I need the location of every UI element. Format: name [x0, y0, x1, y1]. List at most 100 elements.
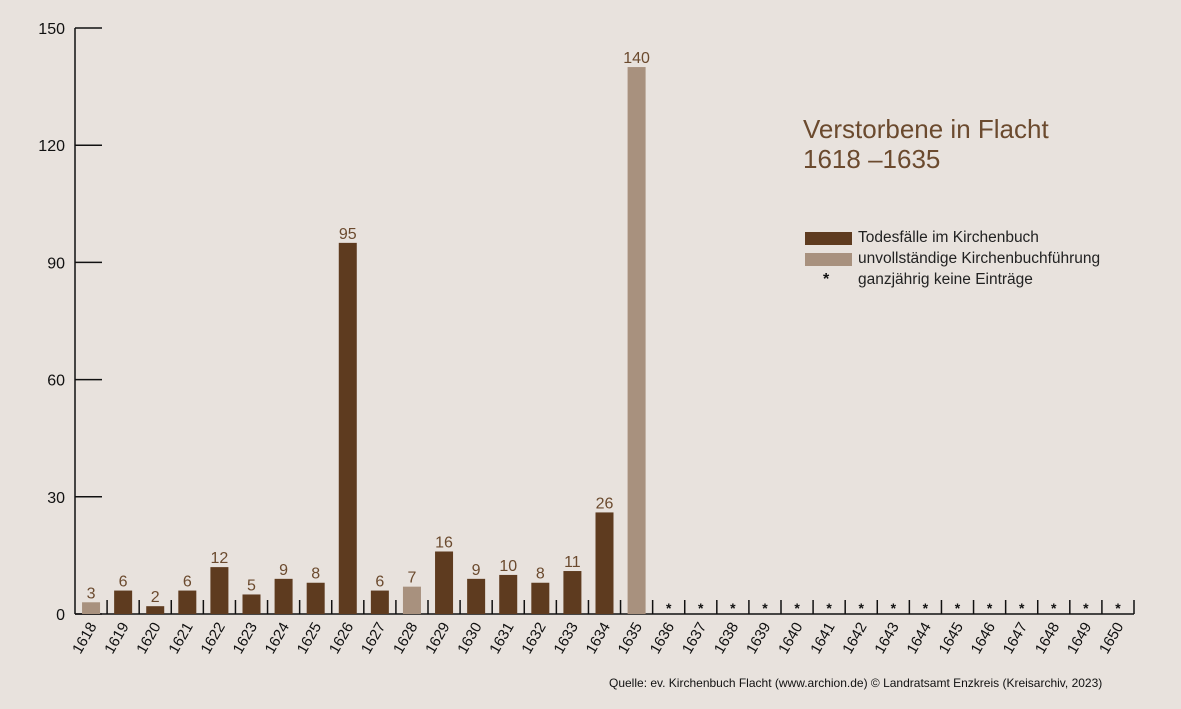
data-label-1633: 11 — [564, 554, 581, 571]
data-label-1623: 5 — [247, 577, 256, 594]
no-entry-marker-1642: * — [859, 600, 865, 616]
x-tick-label-1638: 1638 — [711, 620, 742, 657]
y-tick-label: 60 — [47, 373, 65, 390]
data-label-1635: 140 — [623, 50, 650, 67]
x-tick-label-1635: 1635 — [615, 620, 646, 657]
no-entry-marker-1645: * — [955, 600, 961, 616]
y-tick-label: 30 — [47, 490, 65, 507]
bar-1622 — [210, 567, 229, 614]
x-tick-label-1618: 1618 — [69, 620, 100, 657]
data-label-1619: 6 — [119, 574, 128, 591]
x-tick-label-1625: 1625 — [294, 620, 325, 657]
bar-1634 — [595, 512, 614, 614]
x-tick-label-1622: 1622 — [197, 620, 228, 657]
no-entry-marker-1641: * — [826, 600, 832, 616]
no-entry-marker-1649: * — [1083, 600, 1089, 616]
bar-1635 — [627, 67, 646, 615]
data-label-1632: 8 — [536, 566, 545, 583]
no-entry-marker-1639: * — [762, 600, 768, 616]
bar-1631 — [499, 574, 518, 614]
no-entry-marker-1644: * — [923, 600, 929, 616]
bar-1620 — [146, 606, 165, 614]
x-tick-label-1626: 1626 — [326, 620, 357, 657]
data-label-1625: 8 — [311, 566, 320, 583]
x-tick-label-1642: 1642 — [839, 620, 870, 657]
bar-1633 — [563, 571, 582, 614]
bar-1629 — [435, 551, 454, 614]
x-tick-label-1632: 1632 — [518, 620, 549, 657]
no-entry-marker-1638: * — [730, 600, 736, 616]
legend-label-incomplete: unvollständige Kirchenbuchführung — [858, 250, 1101, 267]
data-label-1626: 95 — [339, 226, 357, 243]
data-label-1630: 9 — [472, 562, 481, 579]
x-tick-label-1633: 1633 — [550, 620, 581, 657]
data-label-1634: 26 — [596, 495, 614, 512]
x-tick-label-1624: 1624 — [262, 620, 293, 657]
x-tick-label-1641: 1641 — [807, 620, 838, 657]
no-entry-marker-1643: * — [891, 600, 897, 616]
no-entry-marker-1637: * — [698, 600, 704, 616]
x-tick-label-1628: 1628 — [390, 620, 421, 657]
bar-1623 — [242, 594, 261, 614]
x-tick-label-1634: 1634 — [583, 620, 614, 657]
x-tick-label-1639: 1639 — [743, 620, 774, 657]
x-tick-label-1627: 1627 — [358, 620, 389, 657]
no-entry-marker-1650: * — [1115, 600, 1121, 616]
data-label-1620: 2 — [151, 589, 160, 606]
x-tick-label-1643: 1643 — [871, 620, 902, 657]
data-label-1618: 3 — [87, 585, 96, 602]
asterisk-icon: * — [823, 271, 830, 288]
y-tick-label: 120 — [38, 138, 65, 155]
legend-swatch-complete — [805, 232, 852, 245]
data-label-1627: 6 — [375, 574, 384, 591]
bar-1625 — [306, 582, 325, 614]
source-note: Quelle: ev. Kirchenbuch Flacht (www.arch… — [609, 676, 1103, 690]
bar-1626 — [338, 242, 357, 614]
bar-1621 — [178, 590, 197, 614]
legend-label-complete: Todesfälle im Kirchenbuch — [858, 229, 1039, 246]
chart-title-line2: 1618 –1635 — [803, 144, 941, 174]
bar-1618 — [82, 602, 101, 614]
x-tick-label-1647: 1647 — [1000, 620, 1031, 657]
x-tick-label-1648: 1648 — [1032, 620, 1063, 657]
data-label-1628: 7 — [408, 570, 417, 587]
no-entry-marker-1640: * — [794, 600, 800, 616]
chart-title-line1: Verstorbene in Flacht — [803, 114, 1049, 144]
x-tick-label-1619: 1619 — [101, 620, 132, 657]
x-tick-label-1644: 1644 — [903, 620, 934, 657]
data-label-1631: 10 — [499, 558, 517, 575]
data-label-1629: 16 — [435, 534, 453, 551]
data-label-1622: 12 — [211, 550, 229, 567]
bar-1624 — [274, 578, 293, 614]
y-tick-label: 0 — [56, 607, 65, 624]
bar-1619 — [114, 590, 133, 614]
x-tick-label-1623: 1623 — [230, 620, 261, 657]
y-tick-label: 150 — [38, 21, 65, 38]
bar-1630 — [467, 578, 486, 614]
x-tick-label-1640: 1640 — [775, 620, 806, 657]
legend-swatch-incomplete — [805, 253, 852, 266]
legend-label-no-entries: ganzjährig keine Einträge — [858, 271, 1033, 288]
x-tick-label-1649: 1649 — [1064, 620, 1095, 657]
data-label-1624: 9 — [279, 562, 288, 579]
no-entry-marker-1647: * — [1019, 600, 1025, 616]
x-tick-label-1629: 1629 — [422, 620, 453, 657]
x-tick-label-1630: 1630 — [454, 620, 485, 657]
bar-1627 — [370, 590, 389, 614]
x-tick-label-1621: 1621 — [165, 620, 196, 657]
x-tick-label-1631: 1631 — [486, 620, 517, 657]
x-tick-label-1637: 1637 — [679, 620, 710, 657]
x-tick-label-1645: 1645 — [936, 620, 967, 657]
x-tick-label-1650: 1650 — [1096, 620, 1127, 657]
no-entry-marker-1636: * — [666, 600, 672, 616]
no-entry-marker-1646: * — [987, 600, 993, 616]
bar-1628 — [402, 586, 421, 614]
x-tick-label-1636: 1636 — [647, 620, 678, 657]
data-label-1621: 6 — [183, 574, 192, 591]
y-tick-label: 90 — [47, 255, 65, 272]
bar-1632 — [531, 582, 550, 614]
x-tick-label-1620: 1620 — [133, 620, 164, 657]
no-entry-marker-1648: * — [1051, 600, 1057, 616]
x-tick-label-1646: 1646 — [968, 619, 999, 656]
